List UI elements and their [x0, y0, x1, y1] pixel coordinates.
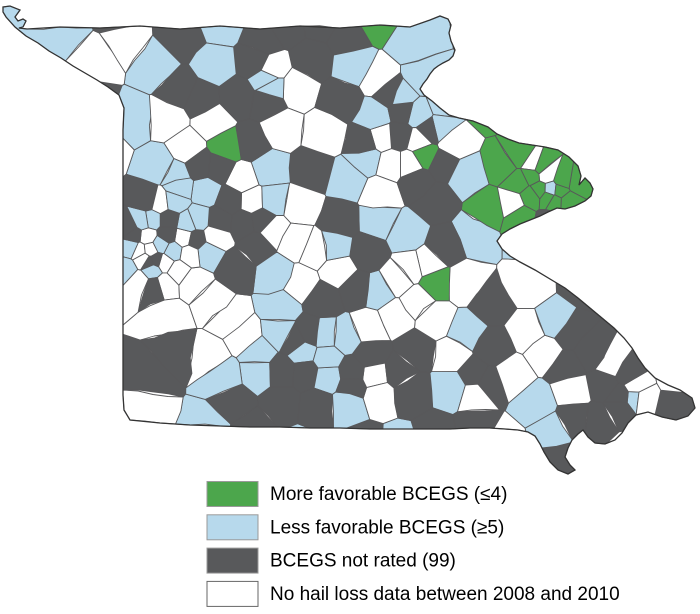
svg-text:Less favorable BCEGS (≥5): Less favorable BCEGS (≥5) [270, 517, 504, 538]
svg-text:More favorable BCEGS (≤4): More favorable BCEGS (≤4) [270, 484, 507, 505]
svg-text:BCEGS not rated (99): BCEGS not rated (99) [270, 551, 456, 572]
svg-text:No hail loss data between 2008: No hail loss data between 2008 and 2010 [270, 584, 620, 605]
